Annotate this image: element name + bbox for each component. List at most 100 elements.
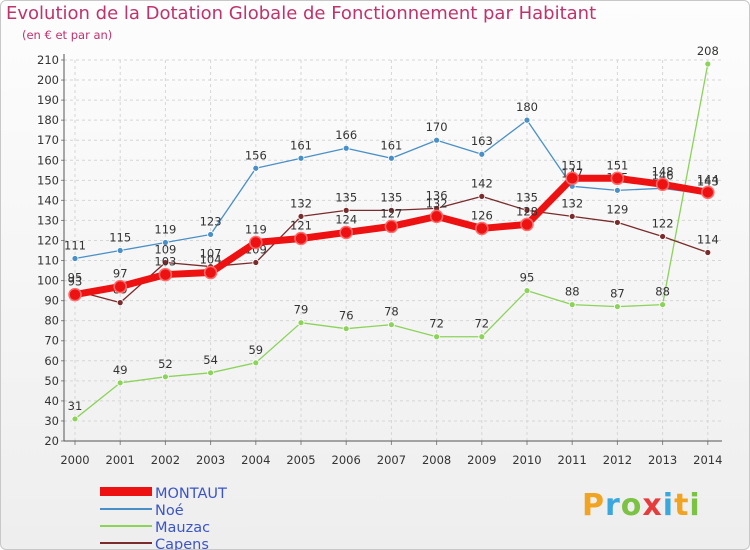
data-label: 161 [380,138,402,152]
logo-letter: t [674,488,690,523]
data-point [478,333,486,341]
data-point [116,379,124,387]
x-tick-label: 2000 [60,453,89,467]
chart-subtitle: (en € et par an) [22,28,113,42]
data-point [433,333,441,341]
data-label: 49 [113,363,128,377]
x-tick-label: 2013 [648,453,677,467]
data-label: 142 [471,176,493,190]
data-point [342,206,350,214]
data-point [655,177,670,192]
data-point [429,209,444,224]
x-tick-label: 2001 [106,453,135,467]
data-point [71,255,79,262]
data-point [565,171,579,186]
data-point [704,249,712,256]
data-point [659,233,666,240]
data-label: 111 [64,239,86,253]
data-label: 104 [200,253,222,267]
data-label: 72 [474,317,489,331]
data-label: 135 [516,190,538,204]
y-tick-label: 20 [44,434,59,448]
y-tick-label: 100 [37,274,59,288]
data-point [523,206,531,214]
y-tick-label: 180 [37,113,59,127]
data-label: 79 [294,303,309,317]
data-label: 143 [697,174,719,188]
data-point [478,150,486,158]
data-point [161,259,169,266]
y-tick-label: 80 [44,314,59,328]
data-label: 123 [200,214,222,228]
x-tick-label: 2009 [467,453,496,467]
data-point [297,213,305,220]
data-label: 129 [606,202,628,216]
legend-swatch [100,525,152,527]
data-label: 78 [384,305,399,319]
data-label: 132 [290,196,312,210]
data-point [339,225,353,240]
data-label: 136 [426,188,448,202]
data-label: 114 [697,233,719,247]
data-point [387,206,395,214]
legend-label: MONTAUT [155,486,227,502]
data-point [614,303,621,311]
data-point [568,213,576,220]
data-point [207,231,215,238]
data-point [161,239,169,246]
data-label: 109 [154,243,176,257]
data-point [68,287,82,302]
data-label: 135 [380,190,402,204]
data-point [384,219,399,234]
y-tick-label: 120 [37,233,59,247]
logo-letter: o [620,488,643,523]
data-label: 95 [68,271,83,285]
data-label: 128 [516,204,538,218]
data-point [523,287,531,295]
data-point [207,369,215,377]
data-label: 76 [339,309,354,323]
data-point [659,301,666,309]
data-point [478,192,486,200]
data-label: 119 [245,222,267,236]
logo-letter: x [642,488,663,523]
y-tick-label: 50 [44,374,59,388]
legend-swatch [100,487,152,496]
y-tick-label: 190 [37,93,59,107]
data-label: 126 [471,208,493,222]
data-label: 103 [154,255,176,269]
data-label: 151 [606,158,628,172]
data-point [203,265,218,280]
data-label: 54 [203,353,218,367]
x-tick-label: 2014 [693,453,722,467]
data-point [614,219,621,226]
data-point [342,325,350,333]
y-tick-label: 30 [44,414,59,428]
x-tick-label: 2010 [512,453,541,467]
proxiti-logo: Proxiti [582,488,701,523]
x-tick-label: 2011 [558,453,587,467]
data-label: 124 [335,212,357,226]
y-tick-label: 210 [37,53,59,67]
data-point [387,321,395,329]
x-tick-label: 2003 [196,453,225,467]
data-point [610,171,625,186]
logo-letter: i [662,488,675,523]
data-label: 166 [335,128,357,142]
y-tick-label: 70 [44,334,59,348]
data-label: 119 [154,222,176,236]
data-point [161,373,169,381]
data-label: 122 [652,216,674,230]
data-label: 144 [697,172,719,186]
chart-title: Evolution de la Dotation Globale de Fonc… [6,3,597,24]
y-tick-label: 160 [37,153,59,167]
legend-label: Mauzac [155,520,210,536]
data-label: 93 [68,275,83,289]
data-label: 87 [610,287,625,301]
y-tick-label: 140 [37,193,59,207]
data-label: 146 [652,168,674,182]
logo-letter: r [605,488,621,523]
data-point [113,279,127,294]
data-point [294,231,308,246]
